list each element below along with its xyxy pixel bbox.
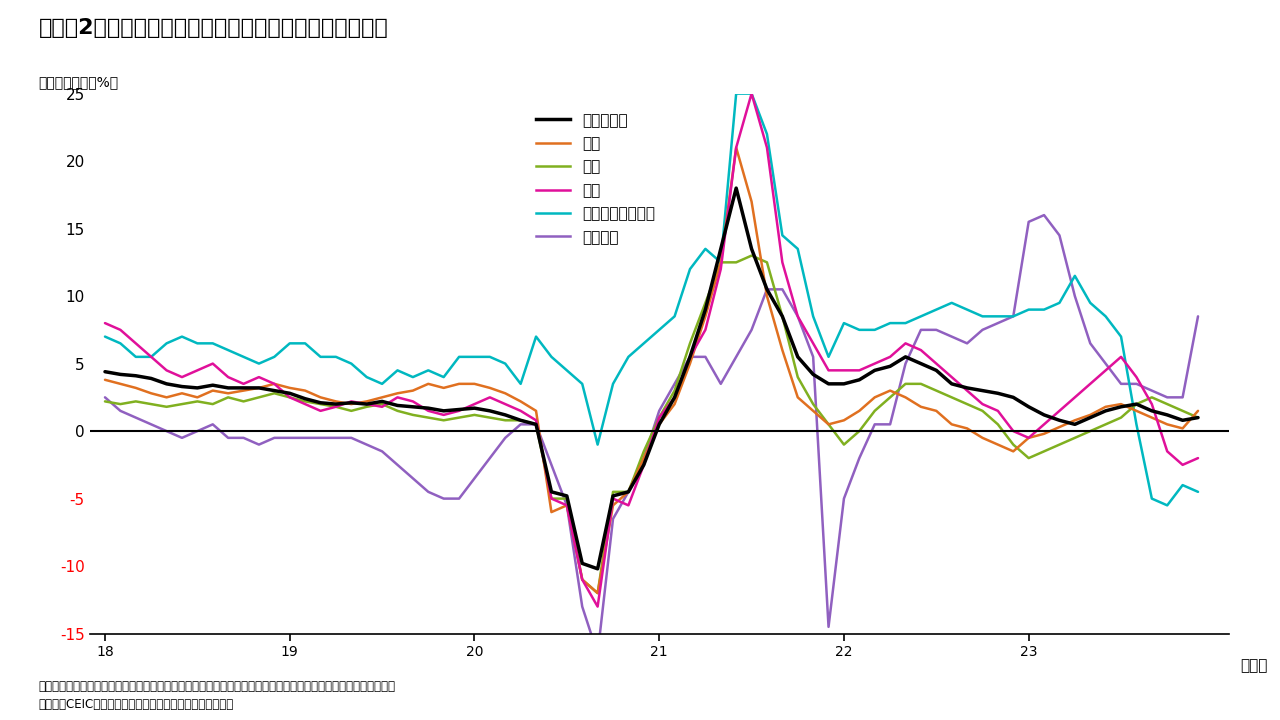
- 機械: [728, 143, 744, 152]
- 化学: [820, 420, 836, 428]
- Text: （出所）CEICよりインベスコ作成。一部インベスコが推計: （出所）CEICよりインベスコ作成。一部インベスコが推計: [38, 698, 234, 711]
- 金属: [820, 420, 836, 428]
- 機械: [867, 359, 882, 368]
- エレクトロニクス: [805, 312, 820, 320]
- 金属: [590, 589, 605, 598]
- 金属: [97, 376, 113, 384]
- 機械: [744, 89, 759, 98]
- 鉱工業生産: [867, 366, 882, 374]
- Text: （図表2）　主要工業国・地域における鉱工業生産の動き: （図表2） 主要工業国・地域における鉱工業生産の動き: [38, 18, 388, 38]
- 化学: [744, 251, 759, 260]
- 鉱工業生産: [820, 379, 836, 388]
- 金属: [728, 143, 744, 152]
- 化学: [867, 407, 882, 415]
- 輸送機器: [1190, 312, 1206, 320]
- Line: 化学: 化学: [105, 256, 1198, 593]
- 輸送機器: [97, 393, 113, 402]
- エレクトロニクス: [1190, 487, 1206, 496]
- 化学: [251, 393, 266, 402]
- 機械: [1129, 373, 1144, 382]
- 化学: [467, 410, 483, 419]
- エレクトロニクス: [1160, 501, 1175, 510]
- Line: 機械: 機械: [105, 94, 1198, 606]
- Legend: 鉱工業生産, 金属, 化学, 機械, エレクトロニクス, 輸送機器: 鉱工業生産, 金属, 化学, 機械, エレクトロニクス, 輸送機器: [530, 107, 662, 251]
- 輸送機器: [590, 649, 605, 658]
- 鉱工業生産: [728, 184, 744, 192]
- 輸送機器: [1129, 379, 1144, 388]
- 金属: [867, 393, 882, 402]
- 機械: [97, 319, 113, 328]
- 化学: [97, 397, 113, 406]
- 輸送機器: [851, 454, 867, 462]
- 輸送機器: [467, 474, 483, 482]
- 鉱工業生産: [1129, 400, 1144, 408]
- 化学: [728, 258, 744, 266]
- 化学: [1129, 400, 1144, 408]
- Text: （注）見やすさのため、縦軸を限定している。対象は、米国、ユーロ圏、中国、日本、韓国、台湾の計数を合計。: （注）見やすさのため、縦軸を限定している。対象は、米国、ユーロ圏、中国、日本、韓…: [38, 680, 396, 693]
- エレクトロニクス: [251, 359, 266, 368]
- Line: エレクトロニクス: エレクトロニクス: [105, 94, 1198, 505]
- Text: （前年同月比、%）: （前年同月比、%）: [38, 76, 119, 89]
- 輸送機器: [1037, 211, 1052, 220]
- 金属: [251, 384, 266, 392]
- Line: 輸送機器: 輸送機器: [105, 215, 1198, 654]
- 金属: [1190, 407, 1206, 415]
- 鉱工業生産: [467, 404, 483, 413]
- 鉱工業生産: [1190, 413, 1206, 422]
- 鉱工業生産: [251, 384, 266, 392]
- Text: （年）: （年）: [1240, 659, 1267, 674]
- 機械: [251, 373, 266, 382]
- エレクトロニクス: [713, 258, 728, 266]
- 鉱工業生産: [744, 245, 759, 253]
- 機械: [1190, 454, 1206, 462]
- 鉱工業生産: [590, 564, 605, 573]
- エレクトロニクス: [1114, 333, 1129, 341]
- 輸送機器: [728, 353, 744, 361]
- 化学: [590, 589, 605, 598]
- 化学: [1190, 413, 1206, 422]
- Line: 金属: 金属: [105, 148, 1198, 593]
- 輸送機器: [251, 440, 266, 449]
- 鉱工業生産: [97, 367, 113, 376]
- エレクトロニクス: [851, 325, 867, 334]
- Line: 鉱工業生産: 鉱工業生産: [105, 188, 1198, 569]
- 機械: [820, 366, 836, 374]
- 機械: [590, 602, 605, 611]
- エレクトロニクス: [97, 333, 113, 341]
- 機械: [467, 400, 483, 408]
- エレクトロニクス: [467, 353, 483, 361]
- 金属: [467, 379, 483, 388]
- 金属: [1129, 407, 1144, 415]
- エレクトロニクス: [728, 89, 744, 98]
- 輸送機器: [805, 353, 820, 361]
- 金属: [744, 197, 759, 206]
